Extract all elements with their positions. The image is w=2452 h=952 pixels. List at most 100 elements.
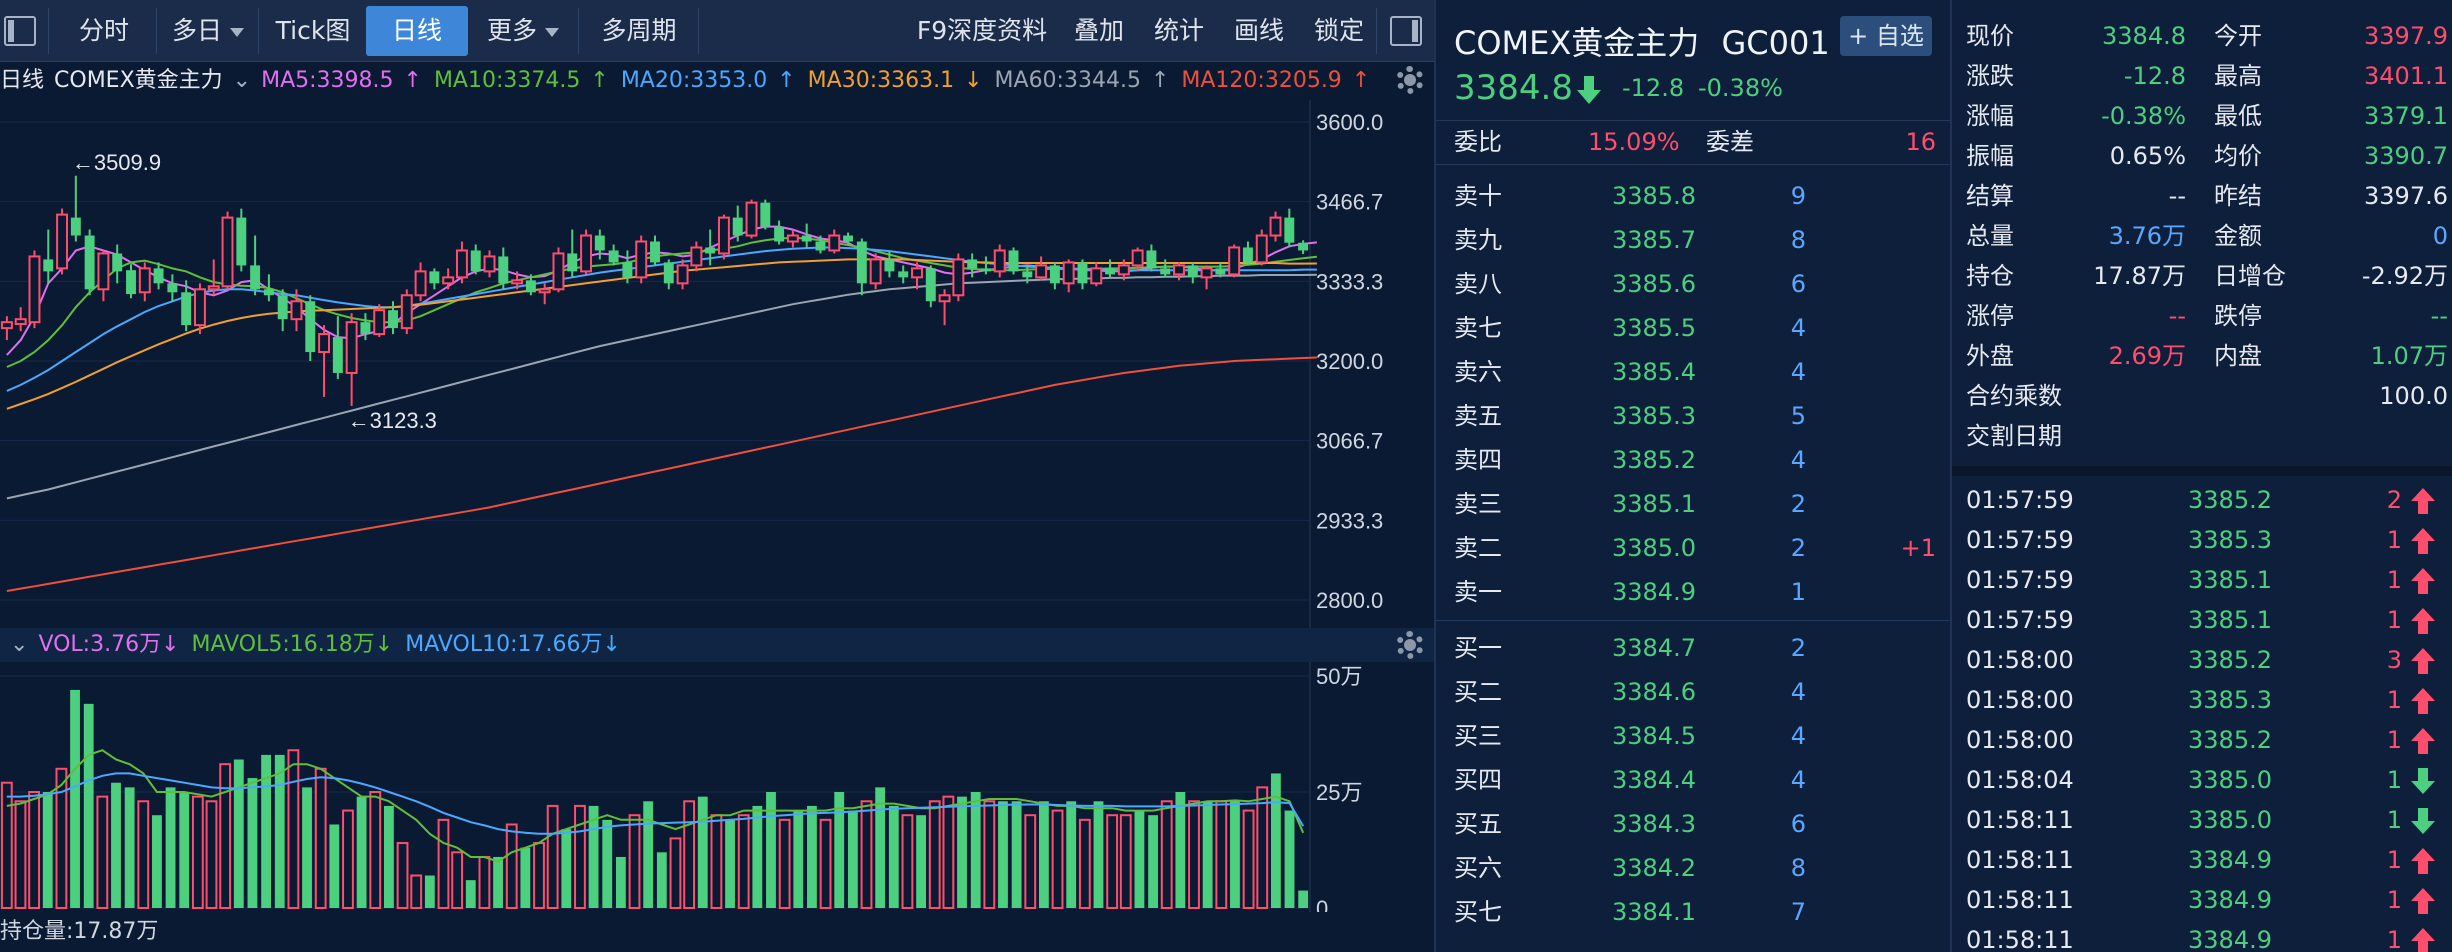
tick-volume: 1 <box>2386 686 2402 714</box>
candle-body <box>925 268 936 302</box>
candle-body <box>580 234 593 273</box>
volume-bar <box>656 852 667 908</box>
volume-bar <box>888 805 899 908</box>
tick-time: 01:58:04 <box>1966 766 2074 794</box>
level-volume: 4 <box>1790 678 1806 706</box>
quote-label: 昨结 <box>2214 182 2262 210</box>
ask-row[interactable]: 卖八 3385.6 6 <box>1436 262 1952 306</box>
divider <box>258 8 259 54</box>
quote-label: 振幅 <box>1966 142 2014 170</box>
y-tick-label: 3600.0 <box>1316 110 1383 135</box>
bid-row[interactable]: 买六 3384.2 8 <box>1436 846 1952 890</box>
tab-tick[interactable]: Tick图 <box>260 6 366 56</box>
gear-icon[interactable] <box>1396 66 1424 94</box>
tick-row: 01:58:00 3385.2 1 <box>1952 720 2452 760</box>
level-volume: 6 <box>1790 810 1806 838</box>
tick-time: 01:58:11 <box>1966 806 2074 834</box>
candle-body <box>1215 268 1226 275</box>
volume-bar <box>1078 818 1091 909</box>
candle-body <box>483 255 496 273</box>
level-price: 3385.0 <box>1612 534 1696 562</box>
volume-bar <box>493 856 503 908</box>
candle-body <box>884 259 895 272</box>
level-volume: 9 <box>1790 182 1806 210</box>
candle-body <box>538 288 551 294</box>
volume-bar <box>1284 810 1295 908</box>
volume-bar <box>356 796 367 908</box>
tab-daily[interactable]: 日线 <box>366 6 468 56</box>
ask-row[interactable]: 卖五 3385.3 5 <box>1436 394 1952 438</box>
ask-row[interactable]: 卖六 3385.4 4 <box>1436 350 1952 394</box>
candle-body <box>898 271 909 278</box>
candle-body <box>429 271 440 284</box>
level-volume: 2 <box>1790 634 1806 662</box>
f9-depth-button[interactable]: F9深度资料 <box>912 6 1052 56</box>
y-tick-label: 25万 <box>1316 780 1362 805</box>
last-price: 3384.8 <box>1454 68 1573 108</box>
chevron-down-icon <box>545 27 559 37</box>
candle-body <box>980 268 991 272</box>
candle-body <box>622 262 633 278</box>
candle-body <box>250 265 261 290</box>
chevron-down-icon[interactable]: ⌄ <box>232 68 252 93</box>
panel-toggle-left-icon[interactable] <box>4 16 36 46</box>
candle-body <box>1255 234 1268 264</box>
level-volume: 2 <box>1790 534 1806 562</box>
ask-row[interactable]: 卖三 3385.1 2 <box>1436 482 1952 526</box>
tick-price: 3385.1 <box>2188 606 2272 634</box>
quote-label: 涨停 <box>1966 302 2014 330</box>
volume-bar <box>124 787 135 908</box>
bid-row[interactable]: 买三 3384.5 4 <box>1436 714 1952 758</box>
ask-row[interactable]: 卖一 3384.9 1 <box>1436 570 1952 614</box>
bid-row[interactable]: 买一 3384.7 2 <box>1436 626 1952 670</box>
chevron-down-icon[interactable]: ⌄ <box>10 632 29 657</box>
add-watchlist-button[interactable]: + 自选 <box>1840 16 1932 56</box>
volume-bar <box>1051 809 1064 909</box>
volume-bar <box>533 842 545 909</box>
tab-intraday[interactable]: 分时 <box>52 6 156 56</box>
bid-row[interactable]: 买四 3384.4 4 <box>1436 758 1952 802</box>
bid-row[interactable]: 买二 3384.6 4 <box>1436 670 1952 714</box>
candle-body <box>732 217 743 236</box>
ask-row[interactable]: 卖十 3385.8 9 <box>1436 174 1952 218</box>
stats-button[interactable]: 统计 <box>1146 6 1212 56</box>
ma-line-ma30 <box>6 258 1317 410</box>
candle-body <box>1228 246 1241 276</box>
volume-bar <box>1134 810 1145 908</box>
volume-bar <box>970 792 981 908</box>
lock-button[interactable]: 锁定 <box>1306 6 1372 56</box>
arrow-up-icon <box>2411 728 2435 754</box>
order-ratio-row: 委比 15.09% 委差 16 <box>1436 122 1952 162</box>
quote-row: 总量 3.76万 金额 0 <box>1952 216 2452 256</box>
candle-body <box>97 252 110 291</box>
ask-row[interactable]: 卖九 3385.7 8 <box>1436 218 1952 262</box>
bid-row[interactable]: 买五 3384.3 6 <box>1436 802 1952 846</box>
volume-bar <box>916 815 927 908</box>
candle-body <box>290 300 303 321</box>
ask-row[interactable]: 卖四 3385.2 4 <box>1436 438 1952 482</box>
level-volume: 8 <box>1790 226 1806 254</box>
tick-time: 01:58:11 <box>1966 886 2074 914</box>
quote-value: 3397.9 <box>2364 22 2448 50</box>
ask-row[interactable]: 卖二 3385.0 2 +1 <box>1436 526 1952 570</box>
tick-volume: 1 <box>2386 806 2402 834</box>
bid-row[interactable]: 买七 3384.1 7 <box>1436 890 1952 934</box>
level-price: 3384.7 <box>1612 634 1696 662</box>
arrow-up-icon <box>2411 648 2435 674</box>
ask-row[interactable]: 卖七 3385.5 4 <box>1436 306 1952 350</box>
candle-body <box>1160 268 1171 275</box>
tab-multi-period[interactable]: 多周期 <box>580 6 698 56</box>
quote-value: 3401.1 <box>2364 62 2448 90</box>
tab-more[interactable]: 更多 <box>470 6 576 56</box>
gear-icon[interactable] <box>1396 631 1424 659</box>
overlay-button[interactable]: 叠加 <box>1066 6 1132 56</box>
volume-bar <box>410 874 423 910</box>
tick-volume: 1 <box>2386 606 2402 634</box>
open-interest-label: 持仓量:17.87万 <box>0 912 1434 952</box>
draw-line-button[interactable]: 画线 <box>1226 6 1292 56</box>
tab-multi-day[interactable]: 多日 <box>158 6 258 56</box>
volume-bar <box>1242 809 1255 909</box>
panel-toggle-right-icon[interactable] <box>1390 16 1422 46</box>
tick-row: 01:58:11 3384.9 1 <box>1952 880 2452 920</box>
candle-body <box>717 216 730 255</box>
